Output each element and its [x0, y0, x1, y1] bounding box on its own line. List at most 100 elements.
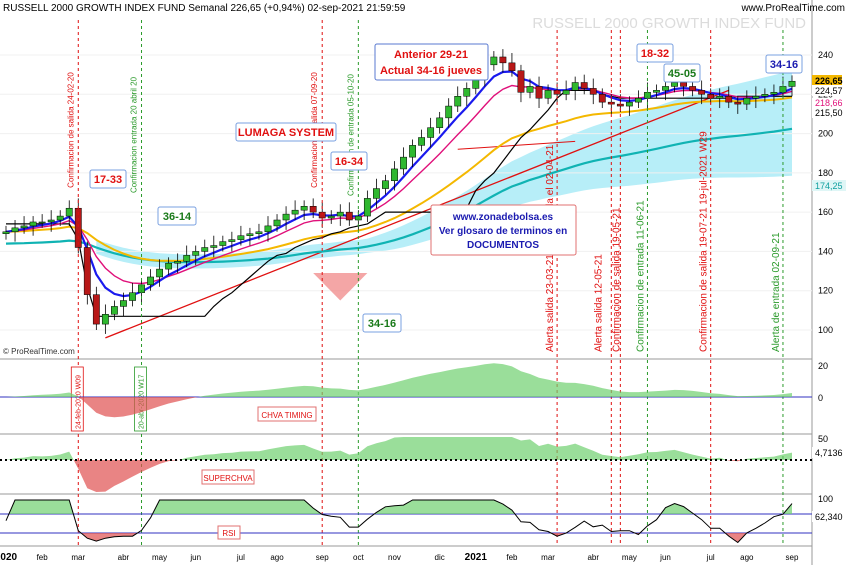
- candle-46: [418, 129, 425, 152]
- watermark: RUSSELL 2000 GROWTH INDEX FUND: [532, 15, 806, 32]
- superchva-negative-area: [6, 460, 792, 492]
- candle-87: [788, 75, 796, 97]
- svg-text:LUMAGA SYSTEM: LUMAGA SYSTEM: [238, 127, 334, 139]
- vlabel-conf-entrada-05oct: Confirmacion de entrada 05-10-20: [346, 74, 355, 196]
- candle-69: [625, 96, 633, 116]
- y-tick-200: 200: [818, 129, 833, 139]
- vlabel-conf-salida-19jul: Confirmacion de salida 19-07-21 19-jul-2…: [699, 131, 710, 352]
- candle-44: [400, 147, 407, 175]
- candle-33: [300, 200, 308, 220]
- chart-title: RUSSELL 2000 GROWTH INDEX FUND Semanal 2…: [3, 3, 406, 14]
- price-tag-215: 215,50: [812, 107, 843, 118]
- svg-text:17-33: 17-33: [94, 174, 122, 186]
- candle-50: [454, 86, 462, 112]
- x-tick-nov-10: nov: [388, 553, 401, 562]
- x-tick-mar-14: mar: [541, 553, 555, 562]
- candle-23: [210, 235, 218, 258]
- candle-83: [752, 86, 760, 109]
- x-tick-may-16: may: [622, 553, 637, 562]
- candle-30: [273, 214, 281, 232]
- label-16-34: 16-34: [330, 151, 368, 171]
- lumaga-system-label: LUMAGA SYSTEM: [235, 122, 337, 142]
- candle-28: [255, 223, 263, 240]
- candle-56: [508, 53, 516, 77]
- candle-body: [589, 88, 597, 95]
- candle-body: [671, 82, 678, 87]
- candle-body: [689, 86, 697, 91]
- candle-body: [544, 90, 552, 99]
- candle-body: [698, 90, 706, 95]
- vlabel-conf-entrada-11jun: Confirmacion de entrada 11-06-21: [635, 200, 646, 352]
- chva-negative-area: [6, 397, 792, 418]
- candle-body: [562, 90, 570, 95]
- x-tick-ago-19: ago: [740, 553, 754, 562]
- x-tick-ago-7: ago: [270, 553, 284, 562]
- candle-82: [743, 90, 751, 110]
- candle-body: [454, 96, 462, 107]
- candle-26: [237, 225, 245, 246]
- candle-body: [580, 82, 588, 89]
- candle-body: [29, 221, 37, 227]
- candle-body: [20, 225, 28, 229]
- svg-text:DOCUMENTOS: DOCUMENTOS: [467, 240, 539, 251]
- candle-body: [101, 314, 109, 325]
- candle-25: [228, 231, 236, 252]
- candle-body: [92, 294, 100, 325]
- candle-18: [165, 257, 173, 275]
- price-tag-224: 224,57: [812, 85, 846, 96]
- copyright: © ProRealTime.com: [3, 347, 75, 356]
- candle-body: [725, 96, 733, 103]
- candle-body: [291, 209, 299, 215]
- info-box: www.zonadebolsa.es Ver glosaro de termin…: [430, 204, 577, 256]
- candle-16: [147, 269, 154, 291]
- candle-body: [120, 300, 127, 307]
- candle-body: [47, 219, 55, 223]
- candle-13: [120, 292, 127, 317]
- x-tick-feb-13: feb: [506, 553, 518, 562]
- candle-64: [580, 74, 588, 95]
- y-tick-160: 160: [818, 207, 833, 217]
- y-tick-180: 180: [818, 168, 833, 178]
- candle-body: [129, 292, 136, 301]
- candle-36: [327, 210, 335, 224]
- x-tick-abr-3: abr: [118, 553, 130, 562]
- svg-text:16-34: 16-34: [335, 156, 364, 168]
- candle-43: [391, 161, 398, 191]
- candle-4: [38, 214, 46, 228]
- candle-body: [219, 241, 227, 246]
- candle-body: [508, 62, 516, 71]
- x-tick-jul-18: jul: [706, 553, 715, 562]
- candle-5: [47, 210, 55, 232]
- vlabel-conf-salida-24feb: Confirmacion de salida 24-02-20: [66, 72, 75, 188]
- candle-84: [761, 88, 769, 103]
- candle-2: [20, 216, 28, 234]
- site-credit[interactable]: www.ProRealTime.com: [740, 3, 845, 14]
- vlabel-alerta-salida-12may: Alerta salida 12-05-21: [593, 254, 604, 352]
- candle-body: [38, 221, 46, 224]
- price-tag-174: 174,25: [812, 180, 846, 191]
- ichimoku-cloud: [96, 70, 793, 269]
- candle-body: [246, 233, 254, 236]
- y-tick-100: 100: [818, 325, 833, 335]
- x-tick-sep-8: sep: [316, 553, 329, 562]
- x-tick-jun-5: jun: [189, 553, 201, 562]
- candle-81: [734, 96, 742, 114]
- candle-body: [183, 255, 191, 262]
- candle-body: [571, 82, 579, 91]
- candle-body: [517, 70, 525, 93]
- candle-body: [409, 145, 416, 158]
- candle-22: [201, 239, 209, 258]
- candle-70: [635, 90, 642, 109]
- svg-text:174,25: 174,25: [815, 181, 843, 191]
- rsi-oversold-area: [6, 533, 792, 543]
- svg-text:18-32: 18-32: [641, 48, 669, 60]
- candle-body: [273, 219, 281, 227]
- svg-text:www.zonadebolsa.es: www.zonadebolsa.es: [452, 212, 554, 223]
- svg-text:Ver glosaro de terminos en: Ver glosaro de terminos en: [439, 226, 567, 237]
- candle-body: [373, 188, 380, 199]
- y-tick-240: 240: [818, 50, 833, 60]
- vlabel-conf-salida-19may: Confirmacion de salida 19-05-21: [611, 207, 622, 352]
- vlabel-conf-entrada-20abr: Confirmacion entrada 20 abril 20: [130, 76, 139, 193]
- candle-38: [345, 202, 353, 226]
